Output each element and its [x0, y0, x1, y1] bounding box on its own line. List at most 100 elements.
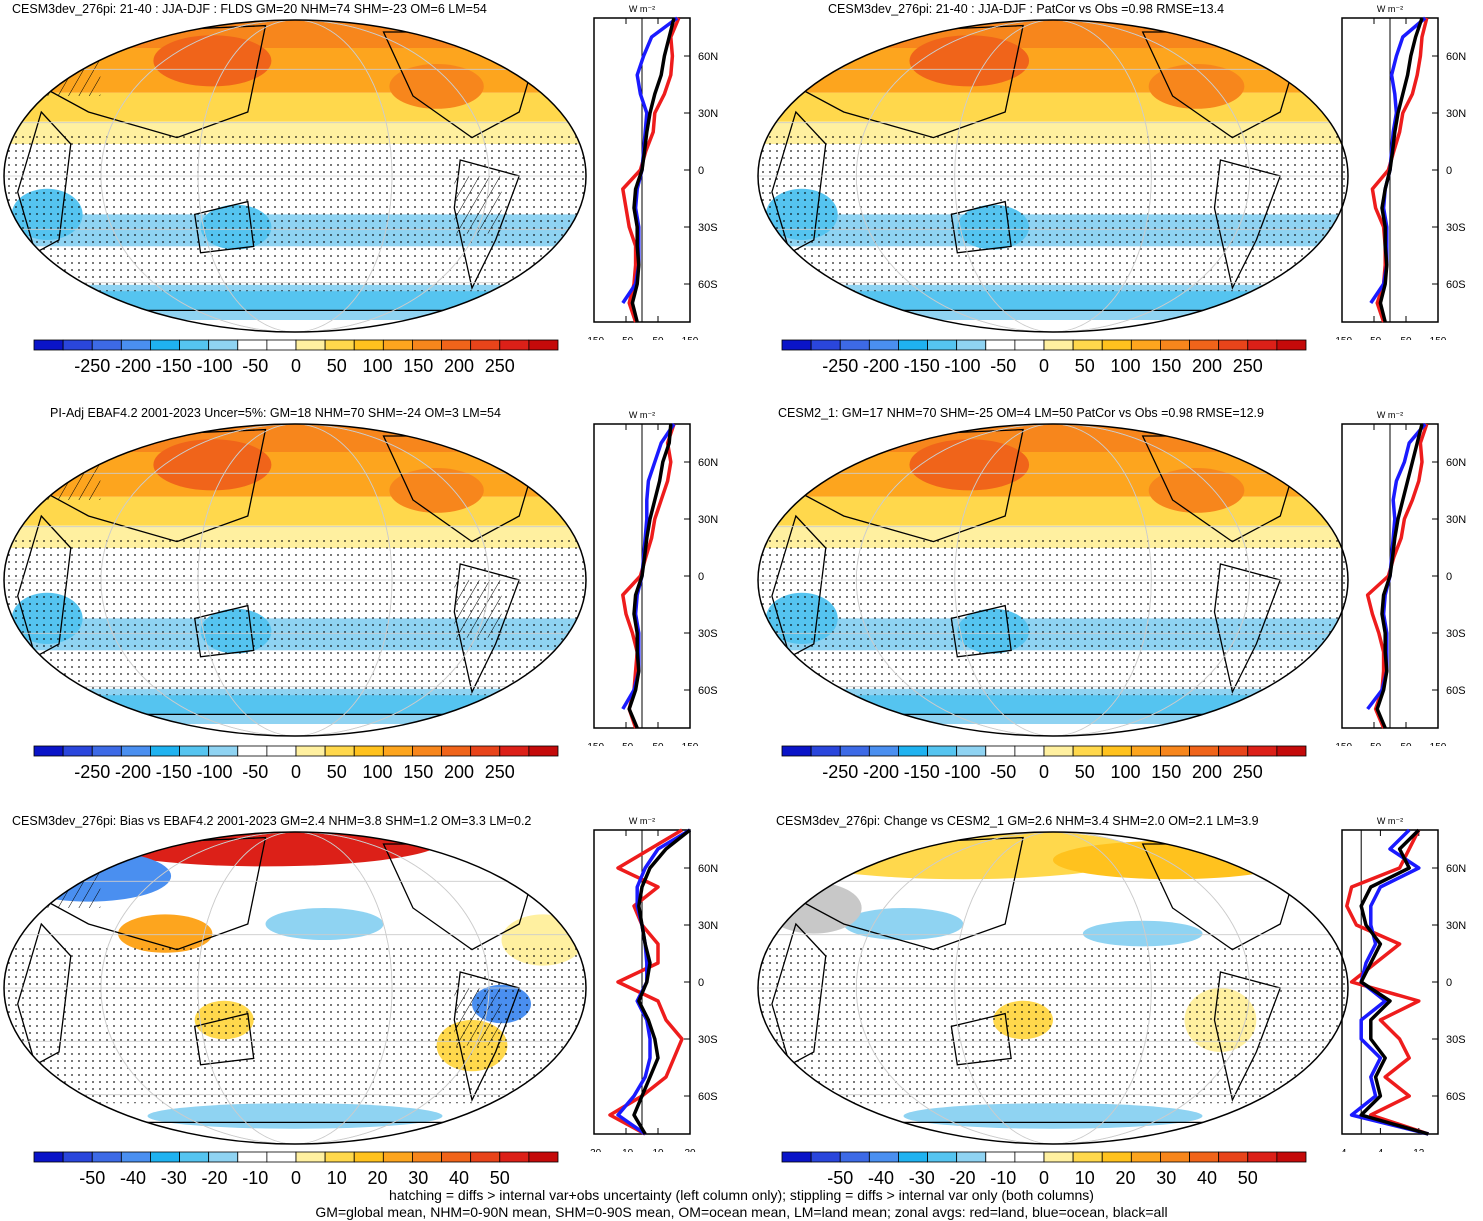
y-tick-label: 0	[698, 165, 704, 177]
y-tick-label: 60S	[698, 1091, 718, 1103]
colorbar-swatch	[120, 745, 151, 757]
x-tick-label: 30	[684, 1148, 696, 1152]
colorbar-swatch	[1247, 1151, 1278, 1163]
colorbar-tick-label: 0	[291, 1168, 301, 1188]
colorbar-tick-label: 200	[1192, 762, 1222, 782]
colorbar-tick-label: -30	[909, 1168, 935, 1188]
colorbar: -250 -200 -150 -100 -50 0 50 100 150 200 250	[781, 745, 1307, 782]
y-tick-label: 30S	[698, 1034, 718, 1046]
colorbar-tick-label: -100	[944, 356, 980, 376]
colorbar: -250 -200 -150 -100 -50 0 50 100 150 200 250	[781, 339, 1307, 376]
map-border	[3, 423, 587, 737]
x-tick-label: -30	[587, 1148, 602, 1152]
zonal-line-ocean	[1366, 422, 1427, 711]
map-title: CESM2_1: GM=17 NHM=70 SHM=-25 OM=4 LM=50…	[778, 406, 1264, 420]
colorbar-tick-label: 100	[1110, 356, 1140, 376]
zonal-line-all	[1359, 828, 1429, 1136]
colorbar-tick-label: -250	[822, 762, 858, 782]
colorbar-swatch	[781, 745, 812, 757]
x-tick-label: 10	[652, 1148, 664, 1152]
colorbar-swatch	[898, 1151, 928, 1163]
field-maximum	[389, 64, 484, 109]
colorbar-tick-label: 50	[1075, 356, 1095, 376]
colorbar-swatch	[898, 745, 928, 757]
colorbar-tick-label: 40	[449, 1168, 469, 1188]
colorbar-swatch	[441, 1151, 472, 1163]
zonal-line-land	[1370, 17, 1429, 323]
colorbar-swatch	[1276, 1151, 1307, 1163]
colorbar-swatch	[839, 1151, 870, 1163]
colorbar-tick-label: 100	[1110, 762, 1140, 782]
colorbar-tick-label: 100	[362, 762, 392, 782]
field-anomaly	[1082, 920, 1203, 947]
field-band	[758, 424, 1348, 452]
map	[3, 19, 587, 333]
graticule-longitude	[100, 424, 490, 736]
colorbar-swatch	[1101, 1151, 1132, 1163]
graticule-longitude	[855, 832, 1251, 1144]
y-tick-label: 30N	[1446, 920, 1466, 932]
colorbar-swatch	[1014, 745, 1045, 757]
graticule-longitude	[954, 424, 1152, 736]
colorbar-swatch	[91, 1151, 122, 1163]
colorbar: -250 -200 -150 -100 -50 0 50 100 150 200 250	[33, 745, 559, 782]
colorbar-tick-label: -200	[115, 356, 151, 376]
y-tick-label: 30N	[698, 514, 718, 526]
colorbar-swatch	[1130, 1151, 1161, 1163]
colorbar-swatch	[179, 1151, 210, 1163]
colorbar-swatch	[237, 745, 268, 757]
colorbar-swatch	[266, 1151, 297, 1163]
zonal-unit-label: W m⁻²	[629, 816, 655, 826]
colorbar-tick-label: 0	[1039, 356, 1049, 376]
field-maximum	[153, 439, 272, 491]
colorbar-swatch	[956, 1151, 987, 1163]
y-tick-label: 30S	[1446, 1034, 1466, 1046]
field-maximum	[1148, 64, 1245, 109]
colorbar-swatch	[208, 1151, 239, 1163]
colorbar-tick-label: 50	[1075, 762, 1095, 782]
colorbar-swatch	[412, 745, 442, 757]
zonal-mean-plot: W m⁻² -150 -50 50 150 60N 30N 0 30S 60S	[1332, 410, 1466, 746]
colorbar-tick-label: -50	[827, 1168, 853, 1188]
colorbar: -50 -40 -30 -20 -10 0 10 20 30 40 50	[781, 1151, 1307, 1188]
colorbar-tick-label: -100	[944, 762, 980, 782]
colorbar-tick-label: -50	[79, 1168, 105, 1188]
colorbar-tick-label: -100	[196, 356, 232, 376]
colorbar-tick-label: -40	[868, 1168, 894, 1188]
colorbar-tick-label: 0	[291, 356, 301, 376]
y-tick-label: 60S	[1446, 279, 1466, 291]
colorbar-swatch	[441, 339, 472, 351]
y-tick-label: 60N	[698, 457, 718, 469]
colorbar-swatch	[295, 745, 326, 757]
field-band	[4, 424, 586, 452]
colorbar-tick-label: 30	[408, 1168, 428, 1188]
y-tick-label: 60N	[698, 863, 718, 875]
y-tick-label: 60S	[1446, 1091, 1466, 1103]
map-title: CESM3dev_276pi: 21-40 : JJA-DJF : PatCor…	[828, 2, 1225, 16]
footnote-line-2: GM=global mean, NHM=0-90N mean, SHM=0-90…	[315, 1204, 1168, 1220]
colorbar-swatch	[810, 339, 841, 351]
colorbar-swatch	[839, 745, 870, 757]
colorbar-swatch	[412, 339, 442, 351]
x-tick-label: -150	[584, 336, 604, 340]
colorbar-swatch	[1160, 745, 1190, 757]
zonal-line-all	[632, 828, 692, 1135]
colorbar-swatch	[266, 745, 297, 757]
zonal-mean-plot: W m⁻² -150 -50 50 150 60N 30N 0 30S 60S	[584, 410, 718, 746]
field-anomaly	[147, 1103, 443, 1129]
colorbar-swatch	[1130, 745, 1161, 757]
colorbar-tick-label: -50	[242, 356, 268, 376]
colorbar-swatch	[1101, 745, 1132, 757]
field-band	[758, 724, 1348, 736]
zonal-line-ocean	[1369, 16, 1427, 304]
colorbar-tick-label: -50	[990, 762, 1016, 782]
colorbar-swatch	[1130, 339, 1161, 351]
map-border	[3, 19, 587, 333]
zonal-line-ocean	[621, 16, 679, 304]
x-tick-label: -10	[619, 1148, 634, 1152]
colorbar-tick-label: -100	[196, 762, 232, 782]
field-band	[4, 724, 586, 736]
colorbar-swatch	[985, 339, 1016, 351]
colorbar-tick-label: 50	[1238, 1168, 1258, 1188]
colorbar-swatch	[898, 339, 928, 351]
